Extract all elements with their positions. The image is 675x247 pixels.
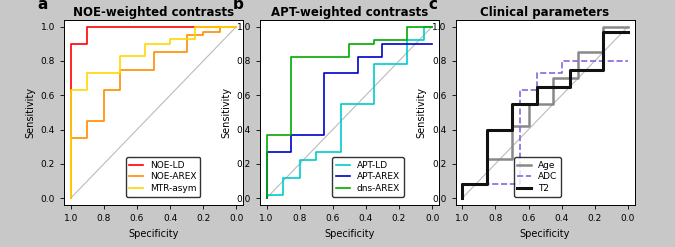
Legend: NOE-LD, NOE-AREX, MTR-asym: NOE-LD, NOE-AREX, MTR-asym xyxy=(126,157,200,197)
Title: NOE-weighted contrasts: NOE-weighted contrasts xyxy=(73,6,234,19)
X-axis label: Specificity: Specificity xyxy=(324,228,375,239)
Legend: Age, ADC, T2: Age, ADC, T2 xyxy=(514,157,561,197)
Text: b: b xyxy=(233,0,244,12)
Title: APT-weighted contrasts: APT-weighted contrasts xyxy=(271,6,428,19)
Title: Clinical parameters: Clinical parameters xyxy=(481,6,610,19)
Y-axis label: Sensitivity: Sensitivity xyxy=(221,87,231,138)
Text: c: c xyxy=(429,0,438,12)
Text: a: a xyxy=(37,0,48,12)
Y-axis label: Sensitivity: Sensitivity xyxy=(416,87,427,138)
Legend: APT-LD, APT-AREX, dns-AREX: APT-LD, APT-AREX, dns-AREX xyxy=(332,157,404,197)
X-axis label: Specificity: Specificity xyxy=(128,228,179,239)
X-axis label: Specificity: Specificity xyxy=(520,228,570,239)
Y-axis label: Sensitivity: Sensitivity xyxy=(25,87,35,138)
